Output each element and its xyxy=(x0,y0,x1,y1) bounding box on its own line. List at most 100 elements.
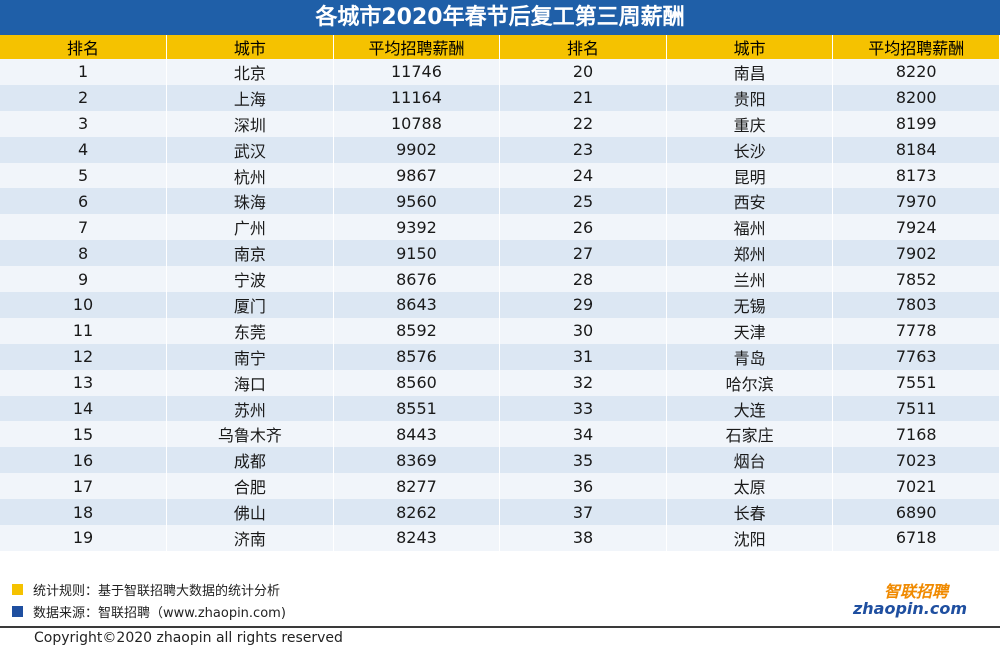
cell-salary-left: 8576 xyxy=(333,343,501,370)
cell-rank-right: 22 xyxy=(499,110,667,137)
cell-rank-left: 6 xyxy=(0,188,168,215)
table-row: 13 海口 8560 32 哈尔滨 7551 xyxy=(0,369,1000,396)
note-rule: 统计规则：基于智联招聘大数据的统计分析 xyxy=(12,578,286,600)
table-row: 7 广州 9392 26 福州 7924 xyxy=(0,214,1000,241)
cell-city-right: 沈阳 xyxy=(666,525,834,551)
cell-city-right: 长沙 xyxy=(666,136,834,163)
cell-salary-left: 10788 xyxy=(333,110,501,137)
cell-rank-left: 11 xyxy=(0,317,168,344)
cell-city-right: 南昌 xyxy=(666,59,834,85)
table-row: 16 成都 8369 35 烟台 7023 xyxy=(0,447,1000,474)
cell-city-right: 长春 xyxy=(666,499,834,526)
cell-salary-right: 8199 xyxy=(832,110,1000,137)
logo-cn-text: 智联招聘 xyxy=(884,582,951,601)
cell-rank-right: 25 xyxy=(499,188,667,215)
cell-salary-right: 7763 xyxy=(832,343,1000,370)
table-row: 6 珠海 9560 25 西安 7970 xyxy=(0,188,1000,215)
table-row: 4 武汉 9902 23 长沙 8184 xyxy=(0,136,1000,163)
cell-rank-right: 21 xyxy=(499,84,667,111)
cell-rank-left: 16 xyxy=(0,447,168,474)
cell-city-left: 海口 xyxy=(166,369,334,396)
cell-city-right: 天津 xyxy=(666,317,834,344)
cell-rank-left: 7 xyxy=(0,214,168,241)
cell-salary-right: 8173 xyxy=(832,162,1000,189)
cell-rank-left: 8 xyxy=(0,240,168,267)
cell-city-left: 广州 xyxy=(166,214,334,241)
cell-salary-left: 8369 xyxy=(333,447,501,474)
cell-city-right: 大连 xyxy=(666,395,834,422)
cell-salary-right: 7021 xyxy=(832,473,1000,500)
cell-salary-left: 8643 xyxy=(333,292,501,318)
cell-salary-right: 7551 xyxy=(832,369,1000,396)
footer-divider xyxy=(0,626,1000,628)
logo-en-text: zhaopin.com xyxy=(852,599,967,618)
note-source-text: 数据来源：智联招聘（www.zhaopin.com) xyxy=(33,605,286,621)
notes: 统计规则：基于智联招聘大数据的统计分析 数据来源：智联招聘（www.zhaopi… xyxy=(12,578,286,622)
cell-city-left: 苏州 xyxy=(166,395,334,422)
cell-city-right: 兰州 xyxy=(666,266,834,293)
cell-city-left: 南宁 xyxy=(166,343,334,370)
cell-salary-left: 8551 xyxy=(333,395,501,422)
cell-city-right: 哈尔滨 xyxy=(666,369,834,396)
cell-rank-right: 37 xyxy=(499,499,667,526)
header-city-right: 城市 xyxy=(666,35,834,59)
cell-rank-right: 35 xyxy=(499,447,667,474)
salary-table: 排名 城市 平均招聘薪酬 排名 城市 平均招聘薪酬 1 北京 11746 20 南昌 82… xyxy=(0,35,1000,551)
cell-city-right: 贵阳 xyxy=(666,84,834,111)
table-row: 9 宁波 8676 28 兰州 7852 xyxy=(0,266,1000,293)
cell-city-left: 东莞 xyxy=(166,317,334,344)
cell-rank-left: 15 xyxy=(0,421,168,448)
table-row: 5 杭州 9867 24 昆明 8173 xyxy=(0,162,1000,189)
table-row: 10 厦门 8643 29 无锡 7803 xyxy=(0,292,1000,318)
cell-salary-left: 8443 xyxy=(333,421,501,448)
copyright-text: Copyright©2020 zhaopin all rights reserv… xyxy=(34,630,343,646)
cell-rank-right: 32 xyxy=(499,369,667,396)
cell-salary-left: 11164 xyxy=(333,84,501,111)
cell-rank-right: 36 xyxy=(499,473,667,500)
header-salary-left: 平均招聘薪酬 xyxy=(333,35,501,59)
cell-rank-right: 34 xyxy=(499,421,667,448)
header-rank-right: 排名 xyxy=(499,35,667,59)
cell-city-right: 烟台 xyxy=(666,447,834,474)
cell-city-right: 西安 xyxy=(666,188,834,215)
cell-rank-left: 2 xyxy=(0,84,168,111)
cell-salary-left: 8560 xyxy=(333,369,501,396)
cell-salary-right: 7924 xyxy=(832,214,1000,241)
cell-salary-right: 7778 xyxy=(832,317,1000,344)
table-row: 2 上海 11164 21 贵阳 8200 xyxy=(0,84,1000,111)
cell-salary-right: 6718 xyxy=(832,525,1000,551)
note-source: 数据来源：智联招聘（www.zhaopin.com) xyxy=(12,600,286,622)
cell-salary-right: 7168 xyxy=(832,421,1000,448)
cell-city-left: 佛山 xyxy=(166,499,334,526)
cell-salary-left: 9902 xyxy=(333,136,501,163)
cell-salary-left: 9392 xyxy=(333,214,501,241)
cell-salary-right: 6890 xyxy=(832,499,1000,526)
cell-salary-left: 9867 xyxy=(333,162,501,189)
cell-rank-right: 20 xyxy=(499,59,667,85)
cell-salary-left: 8262 xyxy=(333,499,501,526)
cell-rank-left: 1 xyxy=(0,59,168,85)
cell-city-left: 杭州 xyxy=(166,162,334,189)
cell-rank-left: 9 xyxy=(0,266,168,293)
cell-salary-left: 8243 xyxy=(333,525,501,551)
cell-salary-right: 7852 xyxy=(832,266,1000,293)
table-row: 8 南京 9150 27 郑州 7902 xyxy=(0,240,1000,267)
cell-rank-right: 29 xyxy=(499,292,667,318)
cell-city-right: 重庆 xyxy=(666,110,834,137)
cell-rank-right: 30 xyxy=(499,317,667,344)
cell-salary-right: 7511 xyxy=(832,395,1000,422)
zhaopin-logo: 智联招聘 zhaopin.com xyxy=(852,582,967,618)
cell-rank-right: 27 xyxy=(499,240,667,267)
cell-rank-right: 28 xyxy=(499,266,667,293)
cell-rank-left: 13 xyxy=(0,369,168,396)
cell-city-left: 乌鲁木齐 xyxy=(166,421,334,448)
cell-city-right: 郑州 xyxy=(666,240,834,267)
cell-city-left: 北京 xyxy=(166,59,334,85)
yellow-square-icon xyxy=(12,583,23,595)
cell-rank-right: 26 xyxy=(499,214,667,241)
table-row: 1 北京 11746 20 南昌 8220 xyxy=(0,59,1000,85)
cell-salary-left: 8592 xyxy=(333,317,501,344)
table-row: 11 东莞 8592 30 天津 7778 xyxy=(0,317,1000,344)
table-row: 14 苏州 8551 33 大连 7511 xyxy=(0,395,1000,422)
